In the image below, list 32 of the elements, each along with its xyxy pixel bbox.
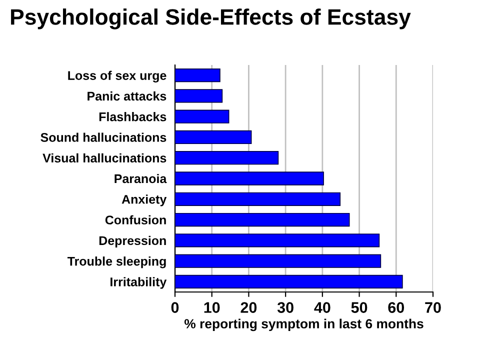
x-tick-label: 70: [425, 302, 441, 313]
y-tick-label: Confusion: [105, 215, 166, 224]
y-tick-label: Sound hallucinations: [40, 132, 166, 142]
y-tick-label: Trouble sleeping: [67, 256, 166, 268]
x-tick-label: 60: [388, 302, 404, 313]
bar: [175, 172, 324, 186]
y-tick-label: Irritability: [110, 277, 167, 289]
x-axis-title: % reporting symptom in last 6 months: [184, 318, 424, 332]
y-tick-label: Paranoia: [114, 174, 167, 184]
bar: [175, 274, 403, 288]
bar: [175, 212, 350, 227]
bar: [175, 234, 380, 248]
y-tick-label: Depression: [99, 236, 166, 248]
x-tick-label: 50: [351, 302, 368, 313]
x-tick-label: 40: [314, 302, 330, 313]
y-tick-label: Flashbacks: [99, 112, 166, 122]
bar: [175, 110, 230, 124]
y-tick-label: Anxiety: [122, 194, 167, 206]
x-tick-label: 30: [277, 302, 294, 313]
bar: [175, 151, 279, 165]
bar: [175, 89, 223, 103]
x-tick-label: 20: [240, 302, 257, 313]
chart-title: Psychological Side-Effects of Ecstasy: [11, 8, 411, 30]
y-tick-label: Loss of sex urge: [68, 70, 166, 82]
bar: [175, 192, 341, 206]
bar: [175, 68, 220, 82]
x-tick-label: 0: [171, 302, 179, 313]
x-tick-label: 10: [204, 302, 220, 313]
bar: [175, 130, 252, 144]
y-tick-label: Visual hallucinations: [42, 153, 166, 163]
y-tick-label: Panic attacks: [88, 91, 166, 101]
bar: [175, 254, 382, 268]
